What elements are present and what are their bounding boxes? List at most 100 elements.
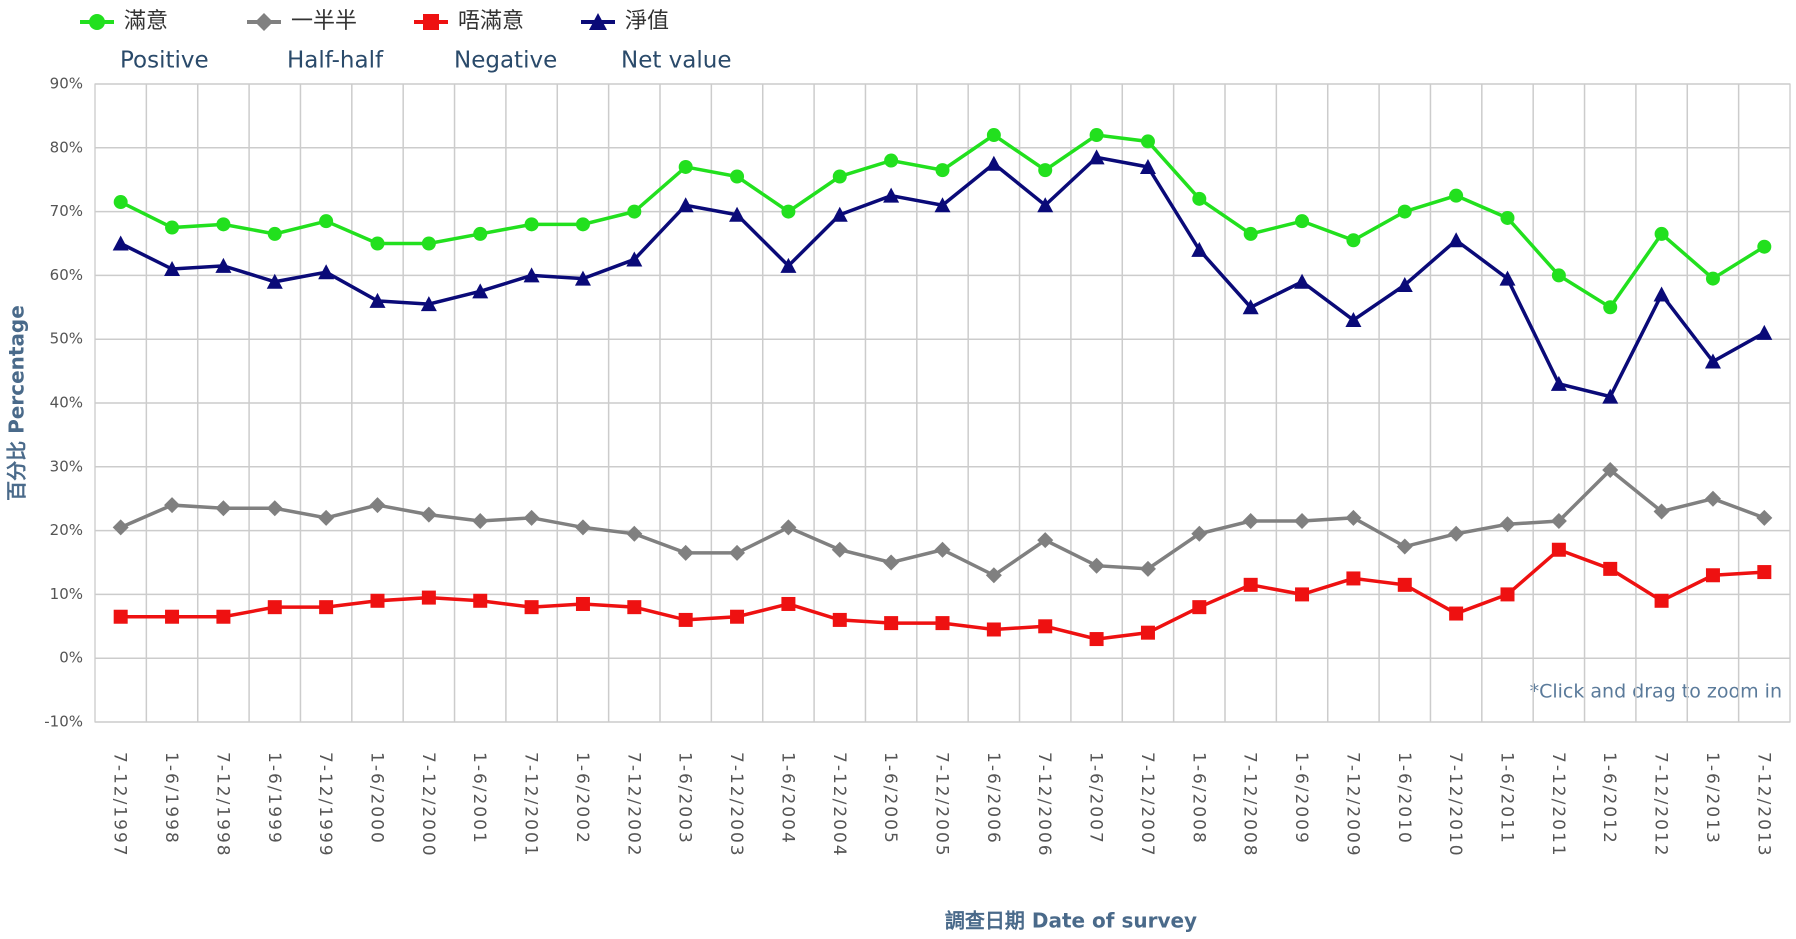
marker (832, 169, 847, 184)
marker (781, 596, 796, 611)
marker (420, 506, 437, 523)
x-tick-label: 1-6/2006 (983, 752, 1003, 845)
marker (1089, 128, 1104, 143)
marker (266, 500, 283, 517)
y-tick-label: 30% (50, 457, 83, 475)
marker (780, 519, 797, 536)
x-tick-label: 1-6/2002 (572, 752, 592, 845)
marker (524, 217, 539, 232)
x-tick-label: 1-6/2012 (1599, 752, 1619, 845)
series-line (119, 132, 1766, 310)
marker (1139, 158, 1156, 174)
marker (472, 513, 489, 530)
marker (1037, 532, 1054, 549)
marker (1499, 270, 1516, 286)
marker (934, 541, 951, 558)
x-tick-label: 1-6/2004 (777, 752, 797, 845)
y-tick-label: 0% (59, 649, 83, 667)
marker (318, 264, 335, 280)
marker (1397, 204, 1412, 219)
marker (1396, 276, 1413, 292)
x-tick-label: 7-12/2005 (932, 752, 952, 858)
series-line (119, 155, 1766, 399)
marker (627, 600, 642, 615)
y-tick-label: 80% (50, 138, 83, 156)
marker (678, 612, 693, 627)
marker (780, 257, 797, 273)
x-tick-label: 7-12/2011 (1548, 752, 1568, 858)
marker (883, 187, 900, 203)
y-tick-label: 70% (50, 202, 83, 220)
marker (729, 544, 746, 561)
x-tick-label: 1-6/2003 (675, 752, 695, 845)
marker (165, 220, 180, 235)
marker (1396, 538, 1413, 555)
x-tick-label: 1-6/2001 (469, 752, 489, 845)
marker (1295, 587, 1310, 602)
marker (575, 596, 590, 611)
marker (935, 163, 950, 178)
marker (1756, 509, 1773, 526)
marker (266, 273, 283, 289)
marker (473, 593, 488, 608)
marker (165, 609, 180, 624)
x-tick-label: 1-6/2010 (1394, 752, 1414, 845)
marker (1653, 286, 1670, 302)
marker (1192, 600, 1207, 615)
marker (1089, 632, 1104, 647)
marker (831, 541, 848, 558)
marker (589, 13, 607, 30)
x-tick-label: 7-12/2007 (1137, 752, 1157, 858)
marker (935, 616, 950, 631)
marker (1448, 232, 1465, 248)
marker (781, 204, 796, 219)
x-tick-label: 1-6/2005 (880, 752, 900, 845)
x-tick-label: 1-6/2009 (1291, 752, 1311, 845)
marker (215, 257, 232, 273)
marker (986, 128, 1001, 143)
legend-label-en: Negative (454, 48, 557, 74)
x-tick-label: 7-12/2006 (1034, 752, 1054, 858)
marker (215, 500, 232, 517)
marker (1448, 525, 1465, 542)
marker (627, 204, 642, 219)
marker (113, 609, 128, 624)
marker (1551, 542, 1566, 557)
marker (1243, 577, 1258, 592)
x-tick-label: 1-6/2000 (367, 752, 387, 845)
marker (729, 206, 746, 222)
marker (626, 525, 643, 542)
marker (319, 214, 334, 229)
marker (421, 236, 436, 251)
marker (113, 195, 128, 210)
marker (318, 509, 335, 526)
x-tick-label: 7-12/2012 (1651, 752, 1671, 858)
x-tick-label: 7-12/2001 (521, 752, 541, 858)
x-tick-label: 7-12/1999 (315, 752, 335, 858)
marker (574, 519, 591, 536)
legend-label: 淨值 (625, 9, 669, 34)
marker (1140, 134, 1155, 149)
marker (1705, 271, 1720, 286)
marker (883, 554, 900, 571)
legend-label: 滿意 (124, 9, 168, 34)
marker (884, 153, 899, 168)
legend-label: 一半半 (291, 9, 357, 34)
marker (1449, 188, 1464, 203)
marker (986, 622, 1001, 637)
marker (1191, 241, 1208, 257)
marker (473, 226, 488, 241)
marker (112, 519, 129, 536)
marker (1346, 571, 1361, 586)
marker (677, 197, 694, 213)
marker (1704, 490, 1721, 507)
x-tick-label: 1-6/1998 (161, 752, 181, 845)
marker (1140, 625, 1155, 640)
marker (1757, 565, 1772, 580)
annotation: *Click and drag to zoom in (1530, 681, 1782, 703)
marker (524, 600, 539, 615)
marker (1654, 226, 1669, 241)
marker (575, 217, 590, 232)
marker (574, 270, 591, 286)
marker (255, 13, 273, 31)
